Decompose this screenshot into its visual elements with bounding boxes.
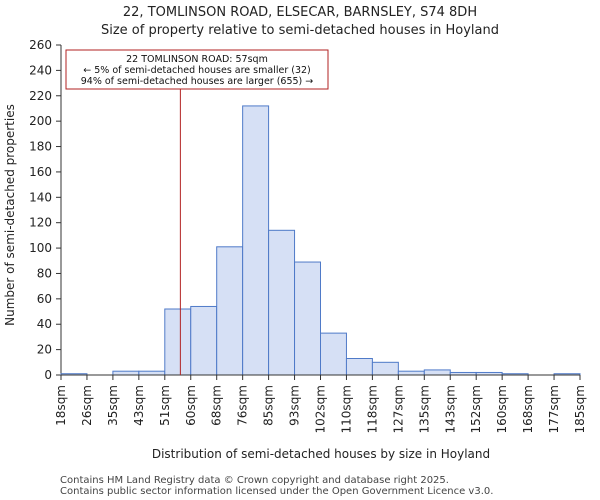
y-tick-label: 160 [29,165,52,179]
x-tick-label: 160sqm [495,385,509,433]
bar-43sqm [138,370,166,376]
bar-60sqm [190,305,218,376]
x-tick-label: 143sqm [443,385,457,433]
y-tick-label: 20 [37,343,52,357]
annotation-line-3: 94% of semi-detached houses are larger (… [81,76,314,87]
y-axis-ticks: 0 20 40 60 80 100 120 140 160 180 200 220 240 260 [29,38,62,382]
x-tick-label: 135sqm [417,385,431,433]
y-tick-label: 120 [29,216,52,230]
bars [60,105,581,376]
x-tick-label: 51sqm [158,385,172,426]
annotation-box: 22 TOMLINSON ROAD: 57sqm ← 5% of semi-de… [65,49,329,90]
x-axis-ticks: 18sqm 26sqm 35sqm 43sqm 51sqm 60sqm 68sqm 76sqm… [54,374,587,433]
y-tick-label: 140 [29,190,52,204]
y-tick-label: 80 [37,266,52,280]
x-tick-label: 76sqm [236,385,250,426]
footer-line-1: Contains HM Land Registry data © Crown c… [60,475,449,486]
chart-title: 22, TOMLINSON ROAD, ELSECAR, BARNSLEY, S… [123,5,477,20]
y-tick-label: 240 [29,63,52,77]
bar-68sqm [216,246,244,376]
x-tick-label: 185sqm [573,385,587,433]
bar-135sqm [423,369,451,376]
x-tick-label: 110sqm [339,385,353,433]
x-tick-label: 68sqm [210,385,224,426]
chart-subtitle: Size of property relative to semi-detach… [101,23,499,38]
x-tick-label: 118sqm [365,385,379,433]
x-tick-label: 127sqm [391,385,405,433]
bar-93sqm [294,261,321,376]
y-axis-label: Number of semi-detached properties [3,104,17,326]
y-tick-label: 220 [29,89,52,103]
bar-85sqm [268,229,296,376]
x-axis-label: Distribution of semi-detached houses by … [152,447,490,461]
x-tick-label: 18sqm [54,385,68,426]
x-tick-label: 85sqm [262,385,276,426]
y-tick-label: 260 [29,38,52,52]
y-tick-label: 40 [37,317,52,331]
x-tick-label: 26sqm [80,385,94,426]
bar-35sqm [112,370,140,376]
y-tick-label: 200 [29,114,52,128]
x-tick-label: 43sqm [132,385,146,426]
x-tick-label: 60sqm [184,385,198,426]
bar-110sqm [345,358,373,376]
bar-127sqm [397,370,425,376]
bar-76sqm [242,105,270,376]
bar-118sqm [371,361,399,376]
x-tick-label: 177sqm [547,385,561,433]
y-tick-label: 0 [44,368,52,382]
annotation-line-2: ← 5% of semi-detached houses are smaller… [83,65,311,76]
x-tick-label: 168sqm [521,385,535,433]
y-tick-label: 60 [37,292,52,306]
x-tick-label: 35sqm [106,385,120,426]
annotation-line-1: 22 TOMLINSON ROAD: 57sqm [126,54,268,65]
y-tick-label: 100 [29,241,52,255]
x-tick-label: 102sqm [314,385,328,433]
bar-102sqm [320,332,347,376]
x-tick-label: 152sqm [469,385,483,433]
x-tick-label: 93sqm [288,385,302,426]
y-tick-label: 180 [29,140,52,154]
bar-51sqm [164,308,192,376]
footer-line-2: Contains public sector information licen… [60,486,493,497]
